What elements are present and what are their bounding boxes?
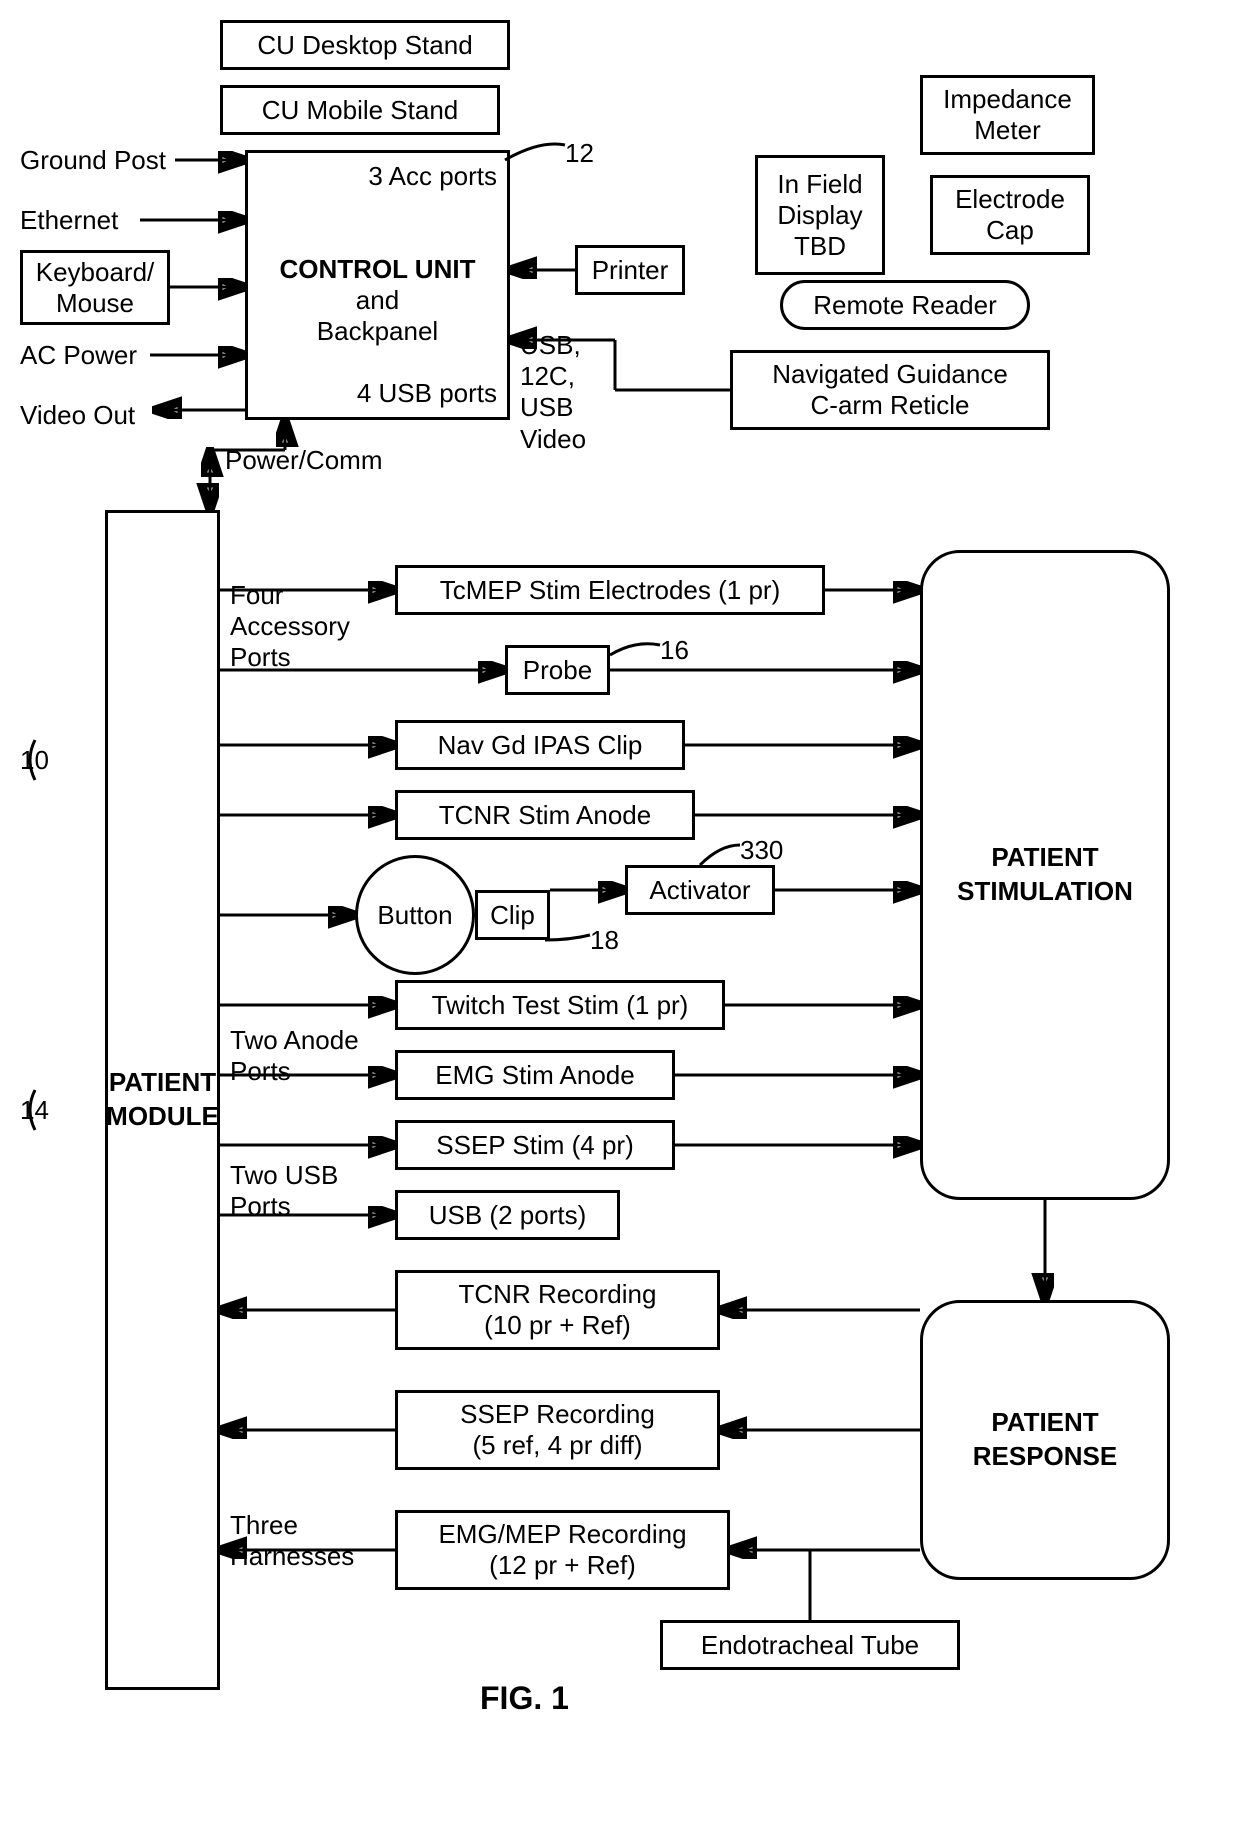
tcnr-anode-label: TCNR Stim Anode — [439, 800, 651, 831]
cu-desktop-label: CU Desktop Stand — [257, 30, 472, 61]
two-usb-ports-label: Two USB Ports — [230, 1160, 338, 1222]
electrode-cap-label: Electrode Cap — [955, 184, 1065, 246]
block-diagram: CU Desktop Stand CU Mobile Stand Ground … — [20, 20, 1220, 1800]
remote-reader-label: Remote Reader — [813, 290, 997, 321]
in-field-box: In Field Display TBD — [755, 155, 885, 275]
cu-mobile-box: CU Mobile Stand — [220, 85, 500, 135]
probe-box: Probe — [505, 645, 610, 695]
cu-desktop-box: CU Desktop Stand — [220, 20, 510, 70]
emg-anode-box: EMG Stim Anode — [395, 1050, 675, 1100]
emg-rec-label: EMG/MEP Recording (12 pr + Ref) — [438, 1519, 686, 1581]
acc-ports-label: 3 Acc ports — [368, 161, 497, 192]
printer-label: Printer — [592, 255, 669, 286]
emg-rec-box: EMG/MEP Recording (12 pr + Ref) — [395, 1510, 730, 1590]
ssep-stim-box: SSEP Stim (4 pr) — [395, 1120, 675, 1170]
tcmep-box: TcMEP Stim Electrodes (1 pr) — [395, 565, 825, 615]
ref-18: 18 — [590, 925, 619, 956]
twitch-box: Twitch Test Stim (1 pr) — [395, 980, 725, 1030]
keyboard-mouse-box: Keyboard/ Mouse — [20, 250, 170, 325]
patient-module-title: PATIENT MODULE — [106, 1066, 219, 1134]
impedance-box: Impedance Meter — [920, 75, 1095, 155]
patient-stim-box: PATIENT STIMULATION — [920, 550, 1170, 1200]
control-unit-sub2: Backpanel — [317, 316, 438, 347]
tcnr-anode-box: TCNR Stim Anode — [395, 790, 695, 840]
nav-guidance-label: Navigated Guidance C-arm Reticle — [772, 359, 1008, 421]
ground-post-label: Ground Post — [20, 145, 166, 176]
endotracheal-label: Endotracheal Tube — [701, 1630, 919, 1661]
ac-power-label: AC Power — [20, 340, 137, 371]
video-out-label: Video Out — [20, 400, 135, 431]
navgd-label: Nav Gd IPAS Clip — [438, 730, 643, 761]
control-unit-sub1: and — [356, 285, 399, 316]
patient-module-box: PATIENT MODULE — [105, 510, 220, 1690]
figure-title: FIG. 1 — [480, 1680, 569, 1717]
ref-330: 330 — [740, 835, 783, 866]
ethernet-label: Ethernet — [20, 205, 118, 236]
probe-label: Probe — [523, 655, 592, 686]
usb-ports-label: 4 USB ports — [357, 378, 497, 409]
tcnr-rec-label: TCNR Recording (10 pr + Ref) — [459, 1279, 657, 1341]
impedance-label: Impedance Meter — [943, 84, 1072, 146]
remote-reader-box: Remote Reader — [780, 280, 1030, 330]
ssep-rec-label: SSEP Recording (5 ref, 4 pr diff) — [460, 1399, 655, 1461]
emg-anode-label: EMG Stim Anode — [435, 1060, 634, 1091]
twitch-label: Twitch Test Stim (1 pr) — [432, 990, 689, 1021]
tcmep-label: TcMEP Stim Electrodes (1 pr) — [440, 575, 781, 606]
button-circle: Button — [355, 855, 475, 975]
ref-14: 14 — [20, 1095, 49, 1126]
usb-2ports-box: USB (2 ports) — [395, 1190, 620, 1240]
two-anode-ports-label: Two Anode Ports — [230, 1025, 359, 1087]
electrode-cap-box: Electrode Cap — [930, 175, 1090, 255]
three-harnesses-label: Three Harnesses — [230, 1510, 354, 1572]
nav-guidance-box: Navigated Guidance C-arm Reticle — [730, 350, 1050, 430]
usb-2ports-label: USB (2 ports) — [429, 1200, 587, 1231]
button-label: Button — [377, 900, 452, 931]
power-comm-label: Power/Comm — [225, 445, 382, 476]
control-unit-box: 3 Acc ports CONTROL UNIT and Backpanel 4… — [245, 150, 510, 420]
printer-box: Printer — [575, 245, 685, 295]
in-field-label: In Field Display TBD — [777, 169, 862, 262]
keyboard-mouse-label: Keyboard/ Mouse — [36, 257, 155, 319]
ssep-stim-label: SSEP Stim (4 pr) — [436, 1130, 633, 1161]
navgd-box: Nav Gd IPAS Clip — [395, 720, 685, 770]
patient-resp-title: PATIENT RESPONSE — [973, 1406, 1118, 1474]
patient-resp-box: PATIENT RESPONSE — [920, 1300, 1170, 1580]
ref-12: 12 — [565, 138, 594, 169]
clip-label: Clip — [490, 900, 535, 931]
cu-mobile-label: CU Mobile Stand — [262, 95, 459, 126]
ref-16: 16 — [660, 635, 689, 666]
activator-label: Activator — [649, 875, 750, 906]
usb-12c-label: USB, 12C, USB Video — [520, 330, 586, 455]
patient-stim-title: PATIENT STIMULATION — [957, 841, 1133, 909]
ssep-rec-box: SSEP Recording (5 ref, 4 pr diff) — [395, 1390, 720, 1470]
clip-box: Clip — [475, 890, 550, 940]
tcnr-rec-box: TCNR Recording (10 pr + Ref) — [395, 1270, 720, 1350]
ref-10: 10 — [20, 745, 49, 776]
activator-box: Activator — [625, 865, 775, 915]
four-acc-ports-label: Four Accessory Ports — [230, 580, 350, 673]
endotracheal-box: Endotracheal Tube — [660, 1620, 960, 1670]
control-unit-title: CONTROL UNIT — [280, 254, 476, 285]
